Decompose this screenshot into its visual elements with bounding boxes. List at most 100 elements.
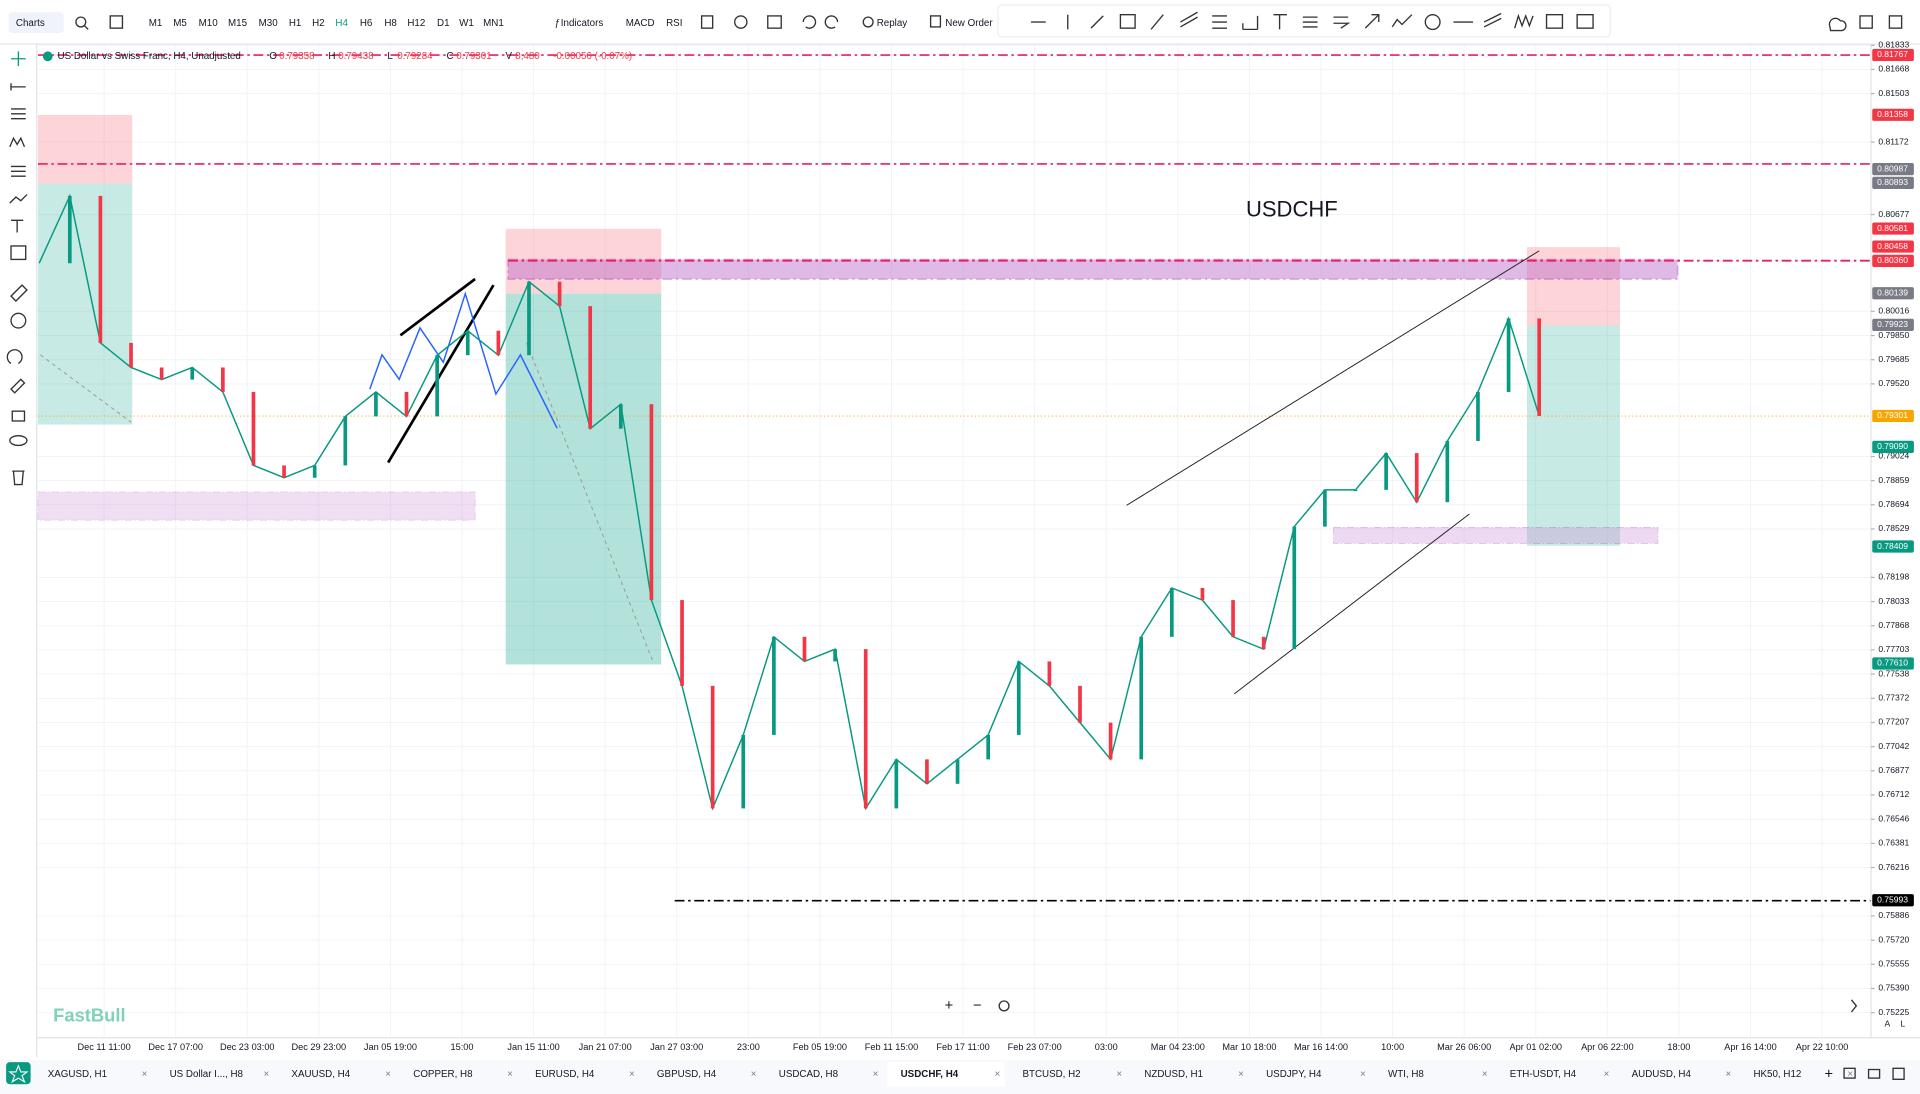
magnet-tool[interactable] xyxy=(6,349,23,365)
tool-path[interactable] xyxy=(1391,14,1413,28)
chart-type-icon[interactable] xyxy=(109,15,124,29)
tool-brush[interactable] xyxy=(1150,14,1164,30)
timeframe-button[interactable]: H1 xyxy=(289,18,302,29)
timeframe-button[interactable]: M15 xyxy=(228,18,248,29)
timeframe-button[interactable]: MN1 xyxy=(483,18,504,29)
timeframe-button[interactable]: M10 xyxy=(199,18,219,29)
tab[interactable]: NZDUSD, H1 xyxy=(1144,1069,1203,1080)
tab-close[interactable]: × xyxy=(629,1069,635,1080)
tab[interactable]: AUDUSD, H4 xyxy=(1632,1069,1692,1080)
indicators-button[interactable]: Indicators xyxy=(561,18,604,29)
crosshair-tool[interactable] xyxy=(11,51,26,67)
timeframe-button[interactable]: H12 xyxy=(407,18,425,29)
tab-close[interactable]: × xyxy=(263,1069,269,1080)
favorite-button[interactable] xyxy=(6,1062,31,1085)
fullscreen-icon[interactable] xyxy=(1888,15,1903,29)
tab-close[interactable]: × xyxy=(1604,1069,1610,1080)
tool-pattern[interactable] xyxy=(1302,16,1318,28)
tool-forecast[interactable] xyxy=(1333,16,1351,29)
menu-button[interactable] xyxy=(8,12,64,34)
forecast-tool[interactable] xyxy=(11,165,26,177)
tab-close[interactable]: × xyxy=(994,1069,1000,1080)
tool-circle[interactable] xyxy=(1424,14,1441,31)
zoom-in[interactable]: + xyxy=(945,998,954,1014)
zoom-out[interactable]: − xyxy=(973,998,982,1014)
tab-close[interactable]: × xyxy=(1238,1069,1244,1080)
tab[interactable]: HK50, H12 xyxy=(1753,1069,1801,1080)
replay-button[interactable]: Replay xyxy=(877,18,908,29)
timeframe-button[interactable]: H6 xyxy=(360,18,373,29)
tab[interactable]: XAUUSD, H4 xyxy=(291,1069,350,1080)
tab[interactable]: XAGUSD, H1 xyxy=(48,1069,107,1080)
tool-channel[interactable] xyxy=(1180,11,1198,28)
cloud-icon[interactable] xyxy=(1828,17,1847,32)
timeframe-button[interactable]: M5 xyxy=(173,18,187,29)
tab[interactable]: EURUSD, H4 xyxy=(535,1069,595,1080)
tool-note[interactable] xyxy=(1545,14,1564,29)
tab[interactable]: GBPUSD, H4 xyxy=(657,1069,717,1080)
tab[interactable]: ETH-USDT, H4 xyxy=(1510,1069,1577,1080)
tab-close[interactable]: × xyxy=(1847,1069,1853,1080)
study-button[interactable]: RSI xyxy=(666,18,682,29)
visibility-tool[interactable] xyxy=(9,434,28,447)
tab[interactable]: COPPER, H8 xyxy=(413,1069,473,1080)
scroll-right[interactable] xyxy=(1850,999,1858,1013)
tab-close[interactable]: × xyxy=(142,1069,148,1080)
tool-arrow[interactable] xyxy=(1364,14,1380,29)
popout-icon[interactable] xyxy=(1859,15,1873,29)
timeframe-button[interactable]: D1 xyxy=(437,18,450,29)
timeframe-button[interactable]: W1 xyxy=(459,18,474,29)
minimize-button[interactable] xyxy=(1867,1068,1881,1079)
tab-close[interactable]: × xyxy=(1482,1069,1488,1080)
layout-icon[interactable] xyxy=(700,15,714,29)
reset-view[interactable] xyxy=(998,1000,1010,1012)
zoom-tool[interactable] xyxy=(10,312,27,329)
alert-icon[interactable] xyxy=(734,15,748,29)
line-tool[interactable] xyxy=(10,83,26,91)
calendar-icon[interactable] xyxy=(767,15,782,29)
ruler-tool[interactable] xyxy=(10,284,28,302)
tab-close[interactable]: × xyxy=(873,1069,879,1080)
new-order-button[interactable]: New Order xyxy=(945,18,993,29)
tool-price[interactable] xyxy=(1576,14,1594,29)
tab[interactable]: WTI, H8 xyxy=(1388,1069,1424,1080)
icon-tool[interactable] xyxy=(10,245,27,261)
tool-elliott[interactable] xyxy=(1514,13,1534,29)
fib-tool[interactable] xyxy=(11,108,26,120)
order-icon[interactable] xyxy=(929,15,942,28)
tab[interactable]: USDCAD, H8 xyxy=(779,1069,839,1080)
pattern-tool[interactable] xyxy=(9,136,26,148)
indicators-icon[interactable]: ƒ xyxy=(555,18,560,29)
redo-icon[interactable] xyxy=(824,15,839,29)
tool-gann[interactable] xyxy=(1242,15,1259,31)
tab[interactable]: BTCUSD, H2 xyxy=(1022,1069,1080,1080)
undo-icon[interactable] xyxy=(802,15,817,29)
replay-icon[interactable] xyxy=(862,16,874,28)
study-button[interactable]: MACD xyxy=(626,18,655,29)
layout-button[interactable] xyxy=(1843,1067,1856,1079)
tool-text[interactable] xyxy=(1273,14,1287,30)
tool-trend[interactable] xyxy=(1090,15,1104,29)
tab-close[interactable]: × xyxy=(1360,1069,1366,1080)
tool-rect[interactable] xyxy=(1119,14,1136,29)
tab-close[interactable]: × xyxy=(385,1069,391,1080)
timeframe-button[interactable]: H4 xyxy=(335,18,348,29)
log-scale[interactable]: L xyxy=(1900,1019,1905,1029)
text-tool[interactable] xyxy=(11,219,24,233)
favorite-icon[interactable] xyxy=(8,1064,29,1084)
delete-tool[interactable] xyxy=(12,470,25,486)
tab-close[interactable]: × xyxy=(751,1069,757,1080)
timeframe-button[interactable]: M1 xyxy=(149,18,163,29)
timeframe-button[interactable]: H2 xyxy=(312,18,325,29)
search-icon[interactable] xyxy=(75,16,87,28)
tab[interactable]: USDJPY, H4 xyxy=(1266,1069,1322,1080)
search-icon[interactable] xyxy=(84,25,89,30)
auto-scale[interactable]: A xyxy=(1884,1019,1890,1029)
tool-parallel[interactable] xyxy=(1483,12,1502,28)
tab[interactable]: USDCHF, H4 xyxy=(901,1069,959,1080)
path-tool[interactable] xyxy=(9,194,28,204)
menu-label[interactable]: Charts xyxy=(16,18,45,29)
tab-close[interactable]: × xyxy=(507,1069,513,1080)
tab-close[interactable]: × xyxy=(1116,1069,1122,1080)
maximize-button[interactable] xyxy=(1892,1067,1905,1080)
